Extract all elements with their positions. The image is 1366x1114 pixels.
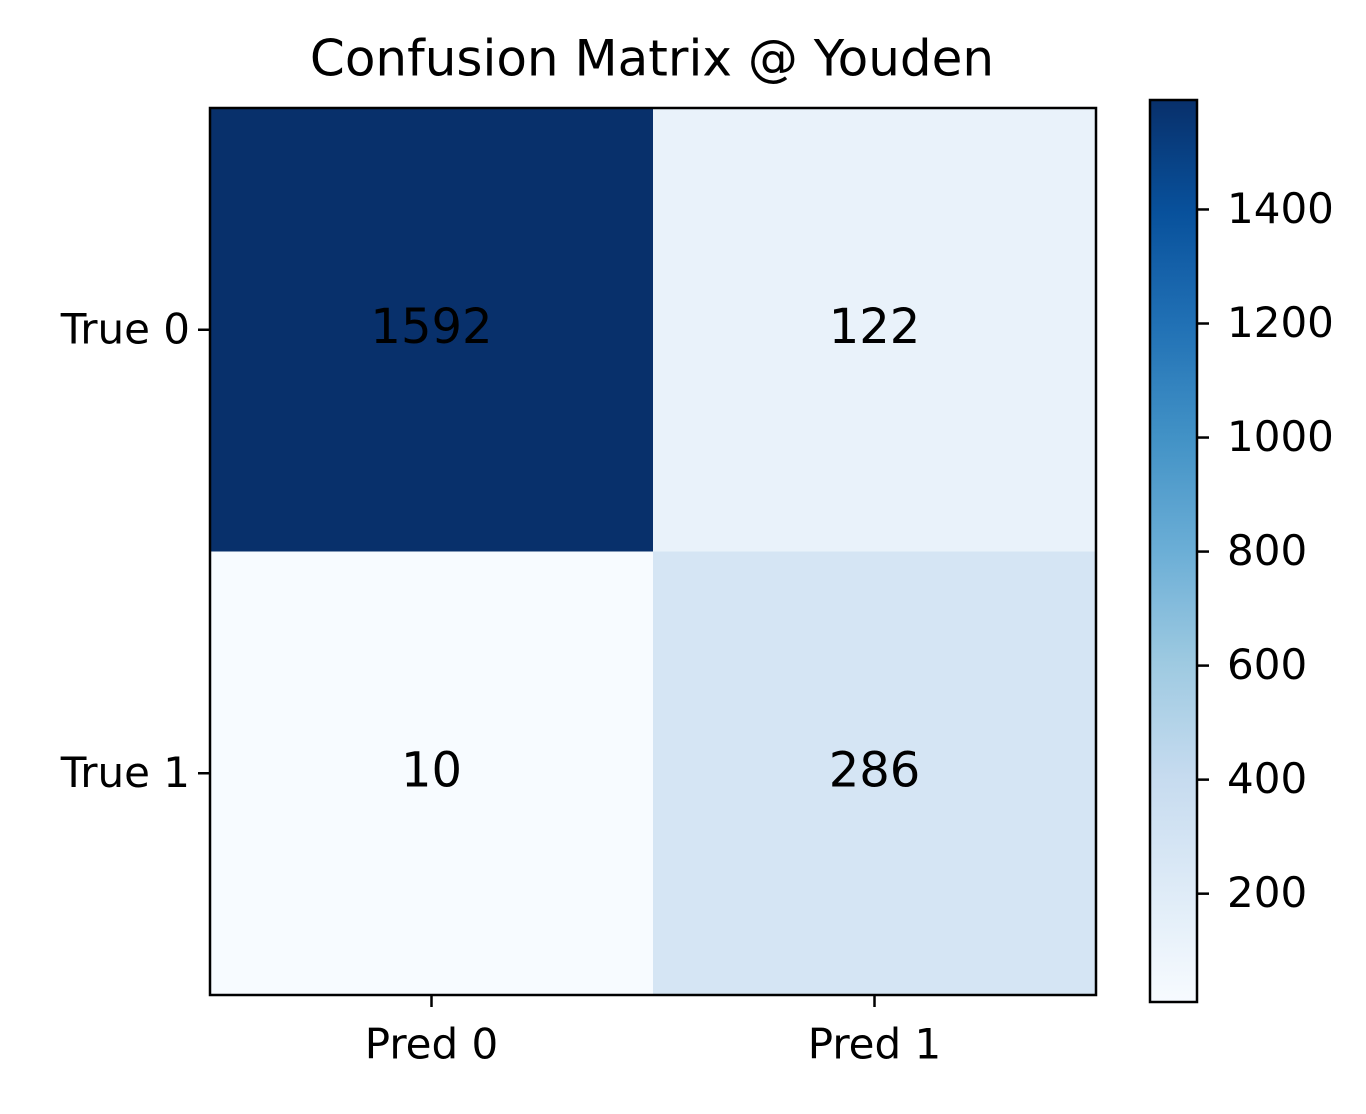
heatmap-cell [653,551,1097,996]
x-tick-label: Pred 0 [365,1020,499,1069]
colorbar-tick-label: 600 [1227,640,1307,689]
cell-label: 10 [401,742,462,798]
heatmap-cell [210,551,654,996]
cell-label: 122 [829,299,921,355]
plot-frame [208,106,1098,997]
x-tick-label: Pred 1 [808,1020,942,1069]
y-tick-label: True 1 [60,748,190,797]
colorbar [1148,98,1199,1004]
y-tick-label: True 0 [60,304,190,353]
heatmap-cell [653,108,1097,552]
chart-title: Confusion Matrix @ Youden [310,30,994,88]
colorbar-tick-label: 1400 [1227,184,1334,233]
colorbar-tick-label: 400 [1227,754,1307,803]
cell-label: 286 [829,742,921,798]
colorbar-tick-label: 1200 [1227,298,1334,347]
colorbar-tick-label: 800 [1227,526,1307,575]
cell-label: 1592 [370,299,492,355]
heatmap-cell [210,108,654,552]
colorbar-tick-label: 1000 [1227,412,1334,461]
colorbar-tick-label: 200 [1227,868,1307,917]
